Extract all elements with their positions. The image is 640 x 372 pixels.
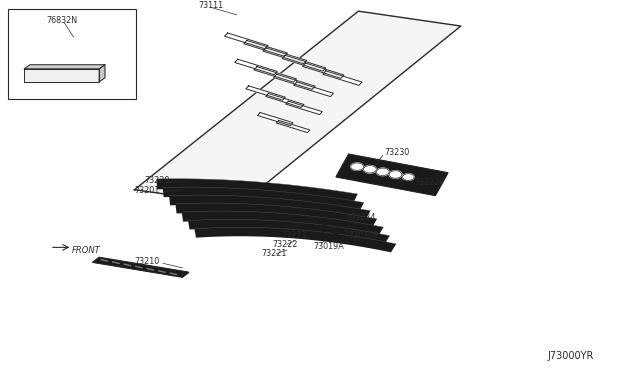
Polygon shape xyxy=(24,65,105,69)
Polygon shape xyxy=(244,41,287,56)
Text: 73224: 73224 xyxy=(351,213,376,222)
Polygon shape xyxy=(93,257,189,277)
Polygon shape xyxy=(294,82,333,97)
Polygon shape xyxy=(266,93,304,108)
Polygon shape xyxy=(24,69,99,82)
Polygon shape xyxy=(263,48,307,64)
Text: 73010A: 73010A xyxy=(349,231,380,240)
Circle shape xyxy=(351,163,364,170)
Text: 73210: 73210 xyxy=(134,257,159,266)
Polygon shape xyxy=(413,183,430,192)
Polygon shape xyxy=(303,63,344,78)
Text: 76832N: 76832N xyxy=(46,16,77,25)
Circle shape xyxy=(389,171,402,178)
Text: 73222P: 73222P xyxy=(415,178,445,187)
Text: 73221: 73221 xyxy=(261,249,287,258)
Polygon shape xyxy=(285,101,323,115)
Polygon shape xyxy=(254,67,296,82)
Text: 73111: 73111 xyxy=(198,1,223,10)
Polygon shape xyxy=(134,11,461,205)
Text: J73000YR: J73000YR xyxy=(547,352,593,361)
Circle shape xyxy=(376,168,389,176)
Polygon shape xyxy=(188,219,390,244)
Polygon shape xyxy=(323,71,362,85)
Polygon shape xyxy=(195,227,396,252)
Polygon shape xyxy=(157,179,358,204)
Polygon shape xyxy=(235,59,277,75)
Polygon shape xyxy=(274,74,315,89)
Text: 73019A: 73019A xyxy=(314,242,344,251)
Text: 73223: 73223 xyxy=(282,231,307,240)
Polygon shape xyxy=(276,121,310,132)
Polygon shape xyxy=(99,65,105,82)
Circle shape xyxy=(403,174,414,180)
Text: 73230: 73230 xyxy=(384,148,409,157)
Polygon shape xyxy=(225,33,268,49)
Text: FRONT: FRONT xyxy=(72,246,100,255)
Text: 73220: 73220 xyxy=(144,176,170,185)
Polygon shape xyxy=(182,211,383,236)
Text: 73201: 73201 xyxy=(134,186,159,195)
Polygon shape xyxy=(175,203,377,228)
Polygon shape xyxy=(169,195,371,220)
Polygon shape xyxy=(246,86,285,100)
Circle shape xyxy=(364,166,376,173)
Polygon shape xyxy=(163,187,364,212)
Polygon shape xyxy=(282,55,326,71)
Polygon shape xyxy=(336,154,448,195)
Bar xyxy=(8,9,136,99)
Polygon shape xyxy=(257,112,293,126)
Text: 73222: 73222 xyxy=(272,240,298,249)
